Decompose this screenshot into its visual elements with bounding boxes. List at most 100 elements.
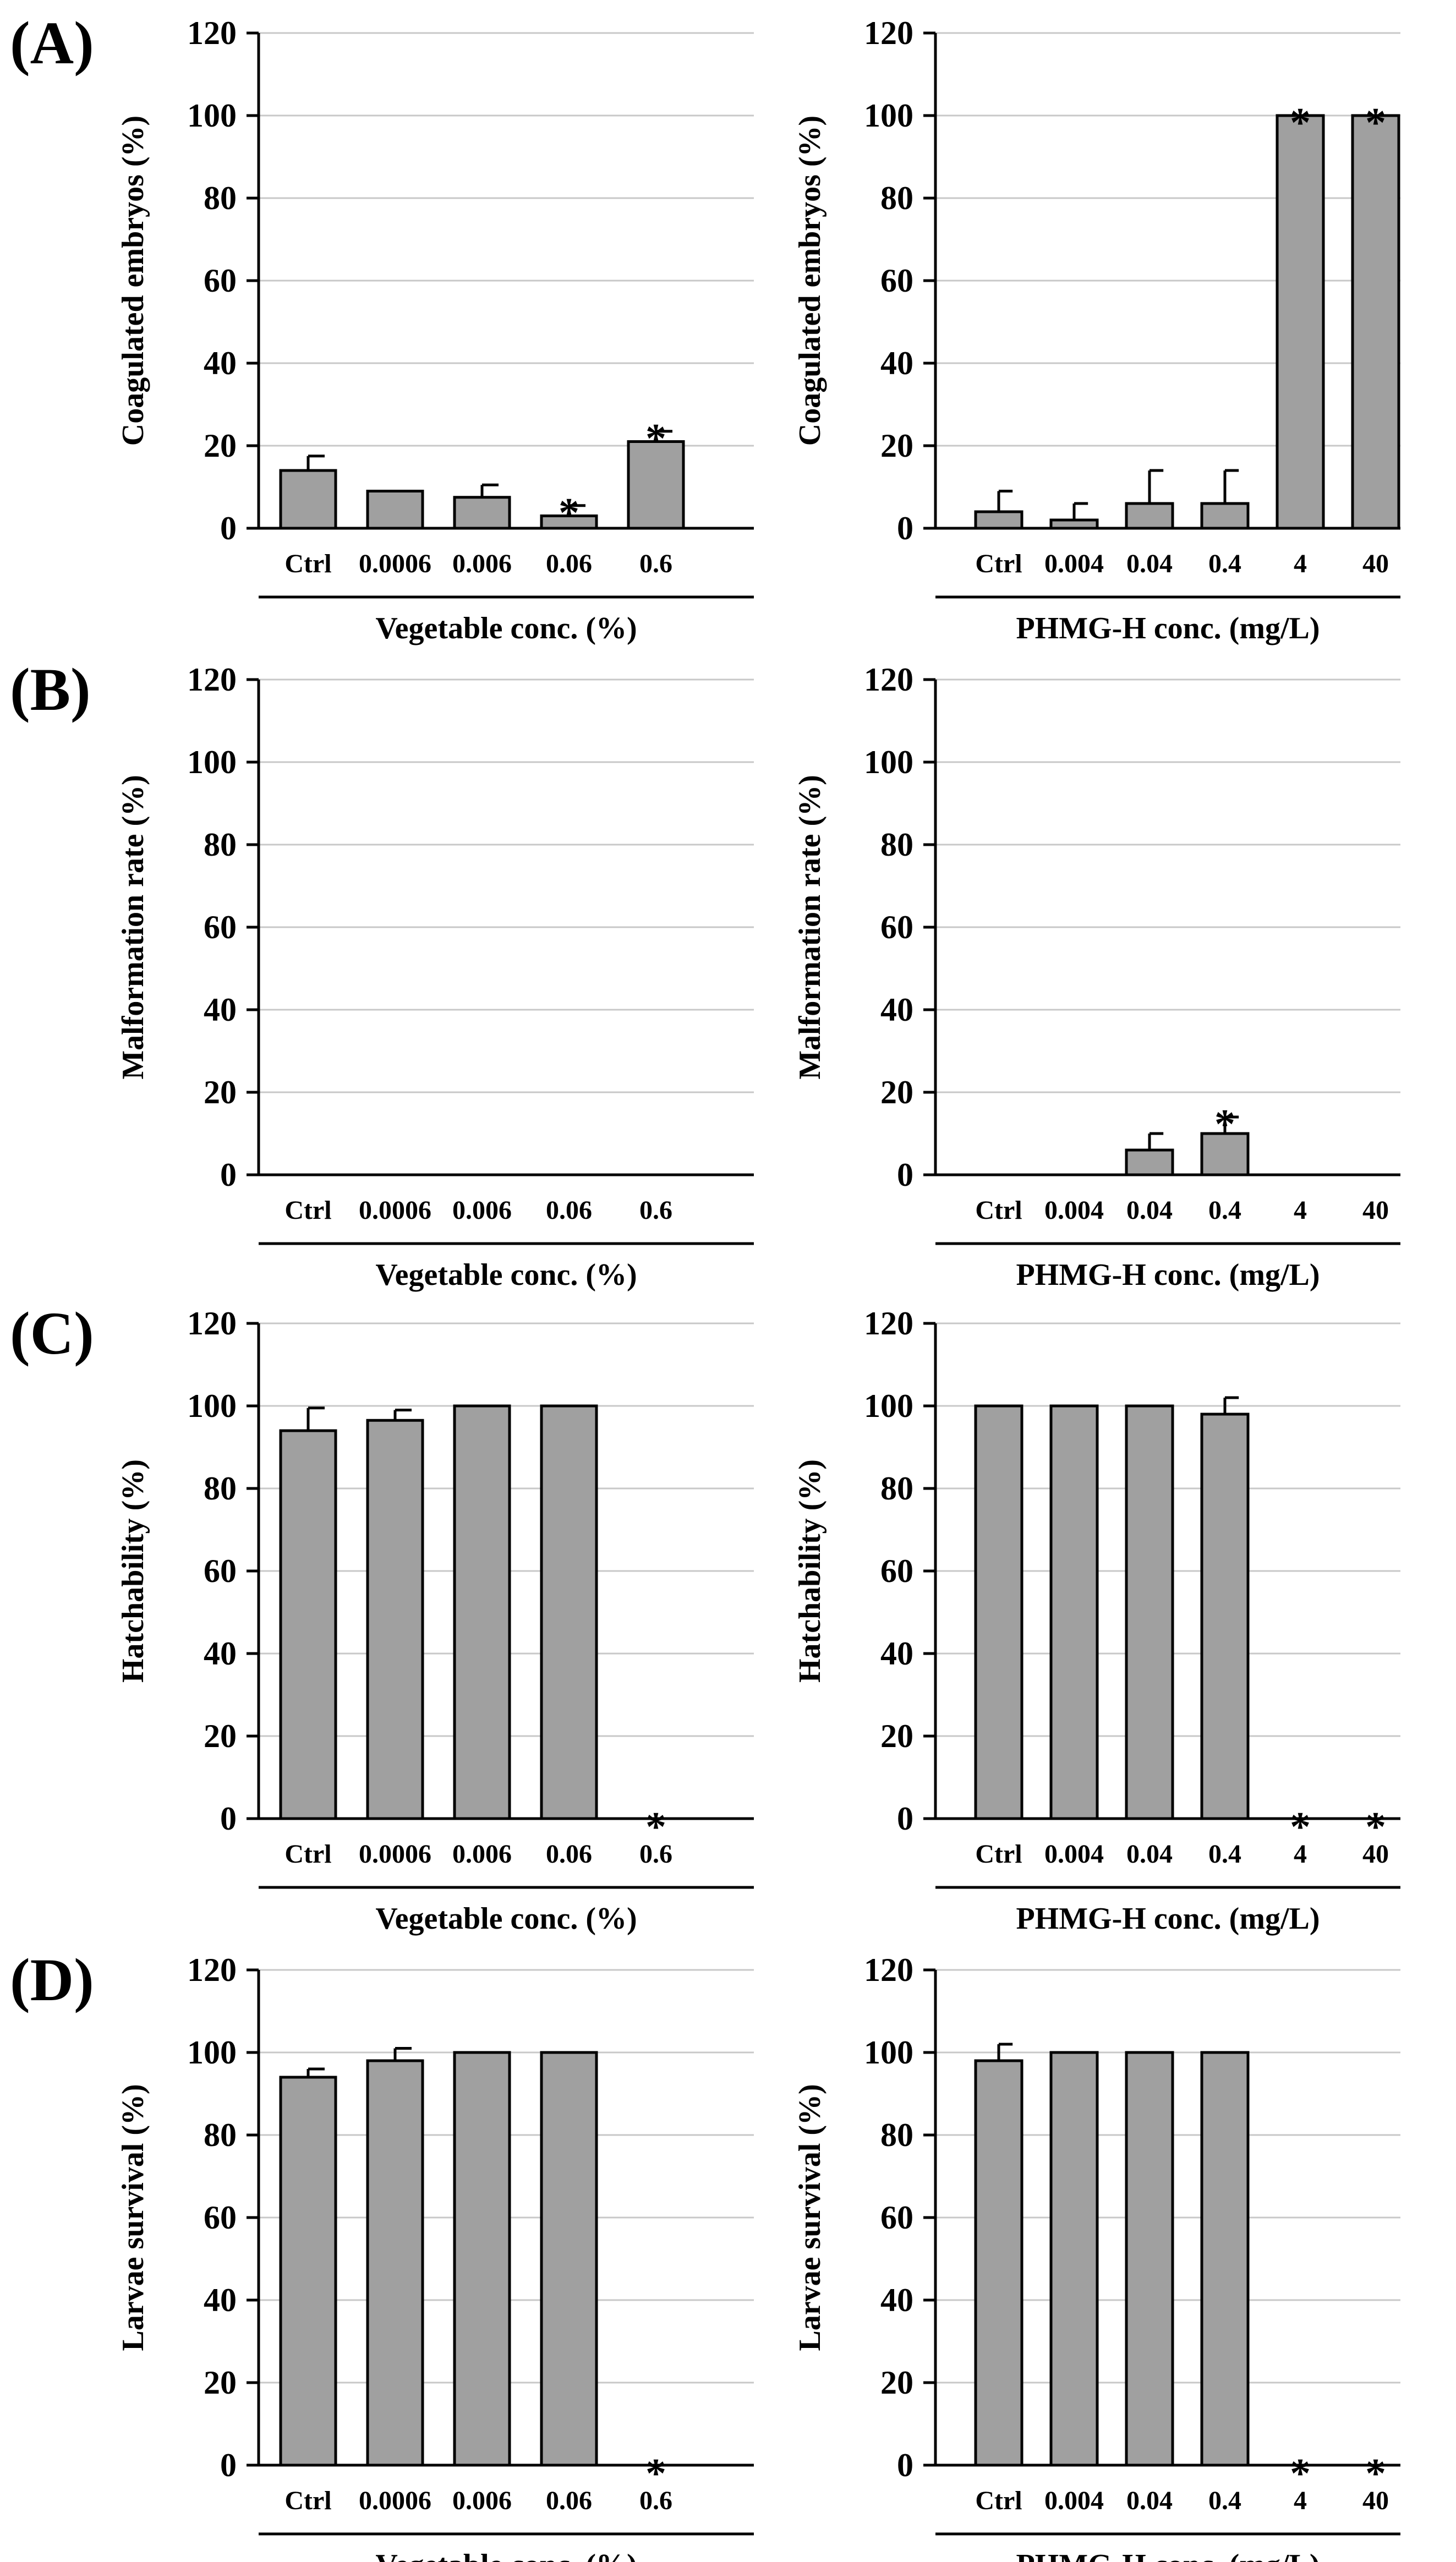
chart-3-bar-3 [1200, 1132, 1250, 1176]
chart-5-sig-5: * [1365, 1804, 1386, 1850]
chart-5-xtick-1: 0.004 [1044, 1840, 1104, 1869]
chart-3-xtick-1: 0.004 [1044, 1196, 1104, 1225]
chart-6-sig-4: * [645, 2450, 666, 2497]
chart-0-ytick-80: 80 [204, 180, 237, 216]
chart-2-ytick-80: 80 [204, 826, 237, 863]
chart-2-ytick-120: 120 [187, 661, 237, 698]
chart-1-sig-5: * [1365, 100, 1386, 146]
chart-6-xtick-1: 0.0006 [359, 2486, 431, 2515]
chart-0-bar-0 [279, 469, 337, 530]
chart-1-bar-3 [1200, 502, 1250, 530]
chart-5-ytick-100: 100 [864, 1388, 913, 1424]
chart-1-ytick-0: 0 [897, 510, 913, 546]
chart-1-sig-4: * [1290, 100, 1311, 146]
chart-4-bar-2 [453, 1404, 511, 1820]
chart-4-xtick-2: 0.006 [452, 1840, 512, 1869]
chart-7-xtick-4: 4 [1294, 2486, 1307, 2515]
chart-1-xtick-4: 4 [1294, 549, 1307, 578]
chart-7-ylabel: Larvae survival (%) [793, 2084, 827, 2351]
chart-1-xtick-0: Ctrl [975, 549, 1022, 578]
chart-6-xtick-3: 0.06 [546, 2486, 592, 2515]
chart-3-ytick-60: 60 [880, 909, 913, 945]
chart-2-ytick-100: 100 [187, 744, 237, 780]
chart-5-xtick-2: 0.04 [1126, 1840, 1173, 1869]
chart-7-ytick-40: 40 [880, 2282, 913, 2318]
chart-3-ytick-20: 20 [880, 1074, 913, 1110]
chart-4-sig-4: * [645, 1804, 666, 1850]
chart-4-ytick-40: 40 [204, 1635, 237, 1672]
chart-2-ytick-20: 20 [204, 1074, 237, 1110]
chart-1-xtick-3: 0.4 [1208, 549, 1241, 578]
chart-5-xtick-5: 40 [1362, 1840, 1389, 1869]
chart-0-ytick-120: 120 [187, 15, 237, 51]
chart-6-bar-3 [540, 2051, 598, 2467]
chart-1-ytick-40: 40 [880, 345, 913, 381]
chart-4-ytick-100: 100 [187, 1388, 237, 1424]
chart-0-group: Ctrl 0.0006 0.006*0.06*0.6020406080100120V… [116, 15, 754, 645]
chart-3-xtick-3: 0.4 [1208, 1196, 1241, 1225]
chart-5-xlabel: PHMG-H conc. (mg/L) [1016, 1902, 1320, 1936]
chart-4-ytick-120: 120 [187, 1305, 237, 1342]
chart-2-xtick-2: 0.006 [452, 1196, 512, 1225]
chart-6-xtick-4: 0.6 [639, 2486, 672, 2515]
chart-4-group: Ctrl 0.0006 0.006 0.06 *0.6 0 20 40 60 80 100 120 Ve… [116, 1305, 754, 1936]
chart-1-ytick-60: 60 [880, 262, 913, 299]
chart-5-ytick-20: 20 [880, 1718, 913, 1754]
chart-7-ytick-80: 80 [880, 2117, 913, 2153]
chart-6-ylabel: Larvae survival (%) [116, 2084, 150, 2351]
panel-label-c: (C) [10, 1300, 94, 1367]
chart-2-ylabel: Malformation rate (%) [116, 775, 150, 1080]
chart-5-ytick-60: 60 [880, 1553, 913, 1589]
chart-5-xtick-4: 4 [1294, 1840, 1307, 1869]
chart-6-bar-2 [453, 2051, 511, 2467]
chart-3-xlabel: PHMG-H conc. (mg/L) [1016, 1258, 1320, 1292]
chart-2-group: Ctrl 0.0006 0.006 0.06 0.6 0 20 40 60 80 100 120 Veg… [116, 661, 754, 1292]
chart-4-ytick-80: 80 [204, 1470, 237, 1507]
chart-0-bar-2 [453, 496, 511, 530]
chart-0-ytick-40: 40 [204, 345, 237, 381]
chart-7-ytick-100: 100 [864, 2034, 913, 2071]
chart-6-bar-1 [366, 2059, 424, 2467]
chart-6-ytick-20: 20 [204, 2364, 237, 2401]
chart-0-sig-4: * [645, 415, 666, 462]
chart-1-bar-0 [974, 510, 1023, 530]
chart-7-bar-2 [1125, 2051, 1174, 2467]
chart-7-bar-1 [1049, 2051, 1099, 2467]
chart-6-xtick-0: Ctrl [284, 2486, 331, 2515]
chart-5-ytick-120: 120 [864, 1305, 913, 1342]
chart-6-ytick-100: 100 [187, 2034, 237, 2071]
chart-3-bar-2 [1125, 1148, 1174, 1176]
chart-7-ytick-60: 60 [880, 2199, 913, 2236]
chart-2-xtick-0: Ctrl [284, 1196, 331, 1225]
chart-5-ytick-0: 0 [897, 1800, 913, 1837]
chart-5-bar-1 [1049, 1404, 1099, 1820]
chart-6-ytick-80: 80 [204, 2117, 237, 2153]
chart-0-xtick-3: 0.06 [546, 549, 592, 578]
chart-7-xtick-1: 0.004 [1044, 2486, 1104, 2515]
chart-7-ytick-0: 0 [897, 2447, 913, 2483]
chart-0-ytick-60: 60 [204, 262, 237, 299]
chart-7-ytick-120: 120 [864, 1952, 913, 1988]
chart-1-bar-5 [1351, 114, 1400, 530]
chart-3-ytick-100: 100 [864, 744, 913, 780]
chart-5-xtick-0: Ctrl [975, 1840, 1022, 1869]
chart-2-xtick-1: 0.0006 [359, 1196, 431, 1225]
chart-3-xtick-0: Ctrl [975, 1196, 1022, 1225]
chart-3-ylabel: Malformation rate (%) [793, 775, 827, 1080]
chart-0-ytick-100: 100 [187, 97, 237, 134]
chart-4-bar-3 [540, 1404, 598, 1820]
chart-0-xtick-0: Ctrl [284, 549, 331, 578]
chart-0-bar-1 [366, 490, 424, 530]
chart-4-xlabel: Vegetable conc. (%) [375, 1902, 637, 1936]
chart-6-ytick-60: 60 [204, 2199, 237, 2236]
chart-2-ytick-40: 40 [204, 992, 237, 1028]
chart-4-xtick-1: 0.0006 [359, 1840, 431, 1869]
chart-6-xlabel: Vegetable conc. (%) [375, 2548, 637, 2562]
panel-label-d: (D) [10, 1946, 94, 2013]
chart-5-sig-4: * [1290, 1804, 1311, 1850]
chart-7-xlabel: PHMG-H conc. (mg/L) [1016, 2548, 1320, 2562]
chart-2-ytick-60: 60 [204, 909, 237, 945]
chart-0-xlabel: Vegetable conc. (%) [375, 611, 637, 645]
chart-7-sig-4: * [1290, 2450, 1311, 2497]
